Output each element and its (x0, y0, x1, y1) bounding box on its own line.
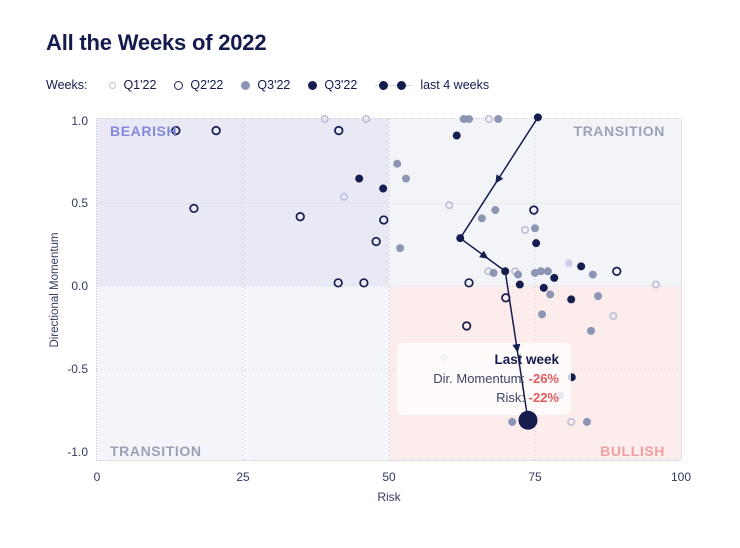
data-point (295, 212, 305, 222)
data-point (577, 262, 586, 271)
data-point (445, 201, 454, 210)
legend-item-label: Q2'22 (190, 78, 224, 92)
data-point (393, 159, 402, 168)
x-tick-label: 75 (528, 470, 542, 484)
data-point (539, 283, 548, 292)
x-axis-title: Risk (377, 490, 401, 504)
data-point (546, 290, 555, 299)
quadrant-label-bullish: BULLISH (600, 443, 665, 459)
last-week-annotation: Last week Dir. Momentum: -26% Risk: -22% (397, 343, 571, 415)
data-point (189, 203, 199, 214)
q4-marker-icon (308, 80, 318, 90)
y-tick-label: 0.5 (71, 196, 88, 211)
x-tick-label: 50 (382, 470, 396, 484)
data-point (355, 174, 364, 183)
x-tick-label: 100 (670, 470, 692, 484)
legend-item-q3[interactable]: Q3'22 (241, 78, 290, 92)
data-point (494, 115, 503, 123)
legend-item-label: Q1'22 (123, 78, 157, 92)
quadrant-label-transition-bottom: TRANSITION (110, 443, 202, 459)
plot-area: BEARISH TRANSITION TRANSITION BULLISH La… (49, 113, 691, 504)
legend-item-label: Q3'22 (257, 78, 291, 92)
data-point (211, 125, 221, 136)
legend-item-q1[interactable]: Q1'22 (109, 78, 156, 92)
data-point (550, 273, 559, 282)
data-point (567, 295, 576, 304)
q1-marker-icon (109, 81, 117, 89)
data-point (477, 214, 486, 223)
page-title: All the Weeks of 2022 (46, 30, 267, 55)
data-point (339, 192, 349, 201)
annotation-risk-row: Risk: -22% (496, 390, 559, 405)
data-point (508, 417, 517, 426)
scatter-points-layer (97, 114, 681, 460)
annotation-momentum-row: Dir. Momentum: -26% (433, 371, 559, 386)
data-point (594, 292, 603, 301)
data-point (582, 417, 591, 426)
legend-item-label: Q3'22 (324, 78, 358, 92)
data-point (514, 270, 523, 279)
data-point (359, 278, 369, 288)
data-point (521, 225, 530, 234)
data-point (536, 267, 545, 276)
data-point (379, 215, 389, 225)
chart-legend: Weeks: Q1'22 Q2'22 Q3'22 Q3'22 last 4 we… (46, 78, 489, 92)
annotation-title: Last week (494, 352, 559, 367)
quadrant-bearish (97, 119, 389, 287)
x-tick-label: 0 (93, 470, 101, 484)
last-4-weeks-marker-icon (375, 80, 414, 90)
data-point (651, 280, 660, 289)
data-point (320, 114, 329, 124)
data-point (464, 278, 474, 288)
y-tick-label: 0.0 (71, 279, 88, 294)
data-point (565, 259, 573, 267)
data-point (543, 267, 552, 276)
data-point (333, 278, 343, 288)
q3-marker-icon (241, 80, 251, 90)
data-point (462, 321, 472, 331)
data-point (609, 311, 618, 321)
data-point (371, 236, 381, 247)
data-point (452, 131, 461, 140)
data-point (396, 244, 405, 253)
y-tick-label: -0.5 (67, 361, 88, 376)
data-point (588, 270, 597, 279)
data-point (538, 310, 547, 319)
data-point (171, 125, 181, 136)
legend-item-label: last 4 weeks (420, 78, 490, 92)
data-point (362, 114, 371, 124)
data-point (489, 268, 498, 277)
quadrant-label-bearish: BEARISH (110, 123, 178, 139)
x-tick-label: 25 (236, 470, 250, 484)
legend-item-q4[interactable]: Q3'22 (308, 78, 357, 92)
data-point (515, 280, 524, 289)
q2-marker-icon (174, 80, 184, 90)
legend-item-q2[interactable]: Q2'22 (174, 78, 223, 92)
legend-label: Weeks: (46, 78, 88, 92)
momentum-change-value: -26% (528, 371, 559, 386)
quadrant-label-transition-top: TRANSITION (573, 123, 665, 139)
risk-change-value: -22% (528, 390, 559, 405)
data-point (532, 239, 541, 248)
data-point (379, 184, 388, 193)
data-point (401, 174, 410, 183)
data-point (465, 115, 474, 123)
y-tick-label: -1.0 (67, 444, 88, 459)
legend-item-last4weeks[interactable]: last 4 weeks (375, 78, 489, 92)
data-point (484, 114, 493, 124)
y-tick-label: 1.0 (71, 113, 88, 128)
data-point (587, 326, 596, 335)
data-point (531, 224, 539, 233)
data-point (334, 125, 344, 136)
data-point (491, 206, 500, 215)
data-point (501, 293, 511, 303)
data-point (529, 205, 539, 215)
data-point (612, 266, 622, 276)
y-axis-title: Directional Momentum (49, 231, 61, 348)
data-point (567, 417, 576, 426)
